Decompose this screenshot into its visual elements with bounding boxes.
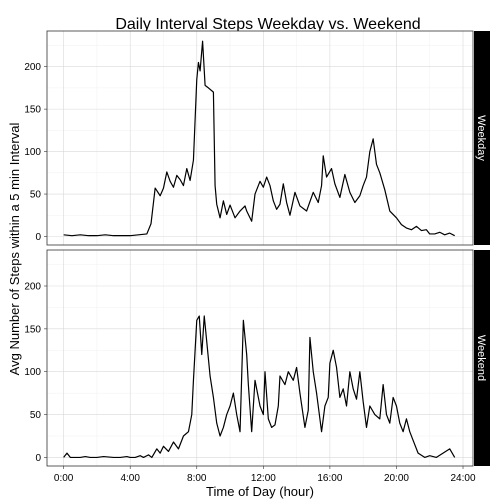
x-axis-label: Time of Day (hour) <box>206 484 314 499</box>
facet-strip-label: Weekday <box>475 115 487 161</box>
y-tick-label: 100 <box>24 367 41 378</box>
x-tick-label: 0:00 <box>54 473 74 484</box>
chart-title: Daily Interval Steps Weekday vs. Weekend <box>115 16 420 33</box>
series-line-weekday <box>63 40 455 237</box>
panel-background <box>47 250 473 466</box>
y-tick-label: 150 <box>24 324 41 335</box>
x-tick-label: 8:00 <box>187 473 207 484</box>
panels: 0 50 100 150 200 Weekday 0 50 100 150 200 Weekend <box>24 30 490 467</box>
x-axis: 0:00 4:00 8:00 12:00 16:00 20:00 24:00 <box>54 466 476 484</box>
facet-strip <box>474 250 490 466</box>
panel-border <box>46 30 474 246</box>
y-axis-label: Avg Number of Steps within a 5 min Inter… <box>7 123 22 376</box>
x-tick-label: 16:00 <box>317 473 342 484</box>
y-tick-label: 200 <box>24 62 41 73</box>
y-tick-label: 150 <box>24 105 41 116</box>
y-tick-label: 50 <box>30 410 42 421</box>
x-tick-label: 12:00 <box>251 473 276 484</box>
facet-strip-label: Weekend <box>475 335 487 381</box>
series-line-weekend <box>63 315 456 459</box>
facet-strip <box>474 31 490 245</box>
x-tick-label: 20:00 <box>384 473 409 484</box>
panel-weekday: 0 50 100 150 200 Weekday <box>24 30 490 246</box>
y-tick-label: 200 <box>24 282 41 293</box>
y-tick-label: 100 <box>24 147 41 158</box>
y-tick-label: 0 <box>35 232 41 243</box>
x-tick-label: 4:00 <box>120 473 140 484</box>
panel-background <box>47 31 473 245</box>
x-tick-label: 24:00 <box>451 473 476 484</box>
panel-border <box>46 249 474 467</box>
panel-weekend: 0 50 100 150 200 Weekend <box>24 249 490 467</box>
y-tick-label: 50 <box>30 190 42 201</box>
y-tick-label: 0 <box>35 453 41 464</box>
